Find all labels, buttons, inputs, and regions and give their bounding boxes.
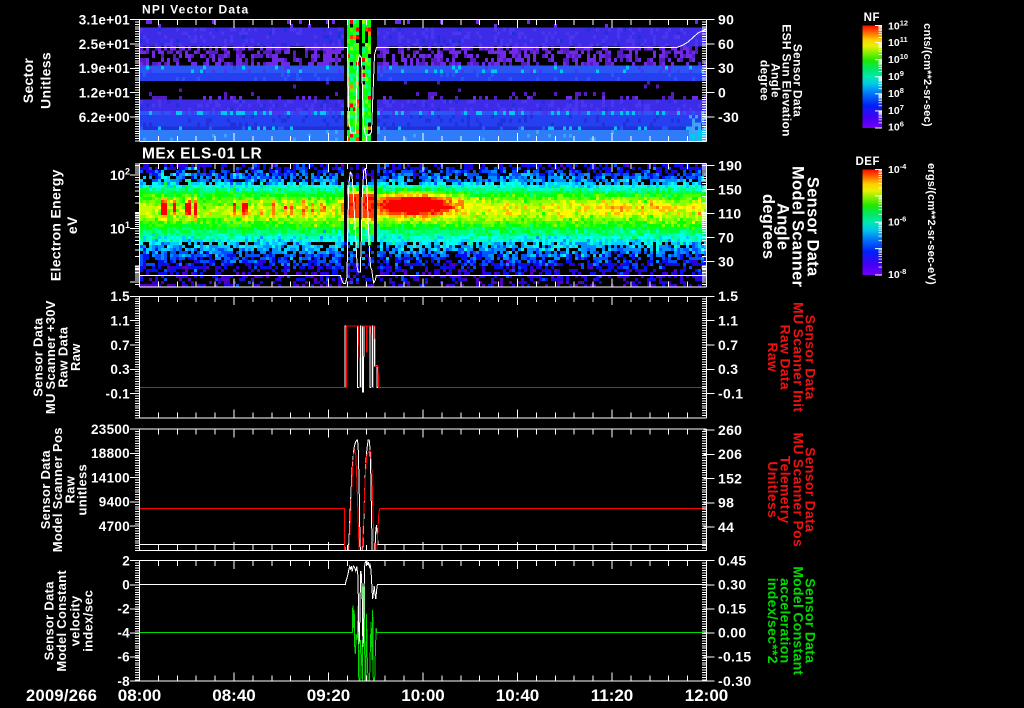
svg-text:Telemetry: Telemetry [778,456,794,524]
svg-text:0.30: 0.30 [718,577,746,593]
svg-text:110: 110 [718,205,742,221]
svg-text:Sensor Data: Sensor Data [803,578,819,663]
svg-text:Sensor Data: Sensor Data [31,317,46,397]
svg-text:-0.1: -0.1 [106,387,131,402]
svg-text:-2: -2 [117,602,130,617]
svg-text:1.5: 1.5 [110,289,130,304]
svg-text:190: 190 [718,157,742,173]
svg-text:Raw: Raw [63,475,78,503]
svg-text:2.5e+01: 2.5e+01 [79,37,130,52]
svg-text:09:20: 09:20 [307,686,350,705]
svg-text:2009/266: 2009/266 [26,687,97,705]
svg-text:Unitless: Unitless [38,52,54,109]
svg-text:Raw: Raw [68,343,83,371]
svg-text:Sensor Data: Sensor Data [804,177,822,277]
svg-text:0.7: 0.7 [718,337,738,353]
svg-text:9400: 9400 [99,495,130,510]
svg-text:-8: -8 [117,674,130,689]
svg-text:Sector: Sector [20,58,36,104]
svg-text:eV: eV [64,216,80,234]
svg-text:0.3: 0.3 [110,362,130,377]
svg-text:206: 206 [718,446,742,462]
svg-text:44: 44 [718,519,734,535]
svg-text:10:00: 10:00 [401,686,444,705]
svg-text:degree: degree [758,60,772,101]
svg-text:degrees: degrees [759,194,777,259]
svg-text:Sensor Data: Sensor Data [803,447,819,532]
svg-text:ergs/(cm**2-sr-sec-eV): ergs/(cm**2-sr-sec-eV) [925,163,937,285]
svg-text:Electron Energy: Electron Energy [48,169,64,281]
svg-text:18800: 18800 [91,446,130,461]
svg-text:150: 150 [718,181,742,197]
svg-text:1.5: 1.5 [718,288,738,304]
svg-text:MU Scanner +30V: MU Scanner +30V [43,300,58,414]
svg-text:260: 260 [718,422,742,438]
svg-text:NPI Vector Data: NPI Vector Data [142,3,249,17]
svg-text:0.45: 0.45 [718,553,746,569]
svg-text:Model Constant: Model Constant [54,570,69,672]
svg-text:Raw Data: Raw Data [778,324,794,389]
svg-text:30: 30 [718,60,734,76]
svg-text:-0.30: -0.30 [718,673,751,689]
svg-text:98: 98 [718,495,734,511]
svg-text:acceleration: acceleration [778,578,794,663]
svg-text:Model Scanner: Model Scanner [789,166,807,288]
svg-text:Angle: Angle [769,63,783,98]
svg-text:12:00: 12:00 [685,686,728,705]
svg-text:Raw Data: Raw Data [56,326,71,387]
svg-text:152: 152 [718,470,742,486]
svg-text:unitless: unitless [75,464,90,516]
svg-text:90: 90 [718,11,734,27]
svg-text:60: 60 [718,36,734,52]
svg-text:Model Scanner Pos: Model Scanner Pos [50,427,65,552]
svg-text:Unitless: Unitless [765,461,781,518]
svg-text:0.15: 0.15 [718,601,746,617]
svg-text:NF: NF [864,12,880,24]
svg-text:0.00: 0.00 [718,625,746,641]
svg-text:2: 2 [122,554,130,569]
svg-text:3.1e+01: 3.1e+01 [79,12,130,27]
svg-text:-4: -4 [117,626,130,641]
svg-text:11:20: 11:20 [591,686,634,705]
svg-text:08:40: 08:40 [212,686,255,705]
svg-text:1.2e+01: 1.2e+01 [79,86,130,101]
svg-text:MU Scanner Init: MU Scanner Init [791,302,807,412]
svg-text:1.1: 1.1 [110,314,130,329]
svg-text:0.3: 0.3 [718,361,738,377]
svg-text:-0.15: -0.15 [718,649,751,665]
svg-text:cnts/(cm**2-sr-sec): cnts/(cm**2-sr-sec) [921,23,933,127]
svg-text:index/sec: index/sec [81,590,96,652]
svg-text:Sensor Data: Sensor Data [42,581,57,661]
svg-text:Sensor Data: Sensor Data [791,44,805,117]
svg-text:10:40: 10:40 [496,686,539,705]
svg-text:ESH Sun Elevation: ESH Sun Elevation [780,24,794,136]
svg-text:0.7: 0.7 [110,338,130,353]
svg-text:Raw: Raw [765,342,781,372]
svg-text:14100: 14100 [91,470,130,485]
svg-text:velocity: velocity [68,595,83,646]
svg-text:6.2e+00: 6.2e+00 [79,110,130,125]
svg-text:08:00: 08:00 [118,686,161,705]
svg-text:1.1: 1.1 [718,313,738,329]
svg-text:-6: -6 [117,650,130,665]
svg-text:Sensor Data: Sensor Data [803,315,819,400]
svg-text:MEx ELS-01 LR: MEx ELS-01 LR [142,146,262,163]
svg-text:MU Scanner Pos: MU Scanner Pos [791,432,807,547]
svg-text:index/sec**2: index/sec**2 [765,578,781,664]
svg-text:1.9e+01: 1.9e+01 [79,61,130,76]
svg-text:0: 0 [122,578,130,593]
svg-text:DEF: DEF [856,156,881,168]
svg-text:4700: 4700 [99,519,130,534]
svg-text:23500: 23500 [91,422,130,437]
svg-text:Angle: Angle [774,203,792,250]
svg-text:30: 30 [718,253,734,269]
svg-text:-30: -30 [718,109,739,125]
svg-text:Sensor Data: Sensor Data [38,450,53,530]
svg-text:Model Constant: Model Constant [791,566,807,675]
svg-text:70: 70 [718,229,734,245]
svg-text:-0.1: -0.1 [718,386,743,402]
svg-text:0: 0 [718,85,726,101]
